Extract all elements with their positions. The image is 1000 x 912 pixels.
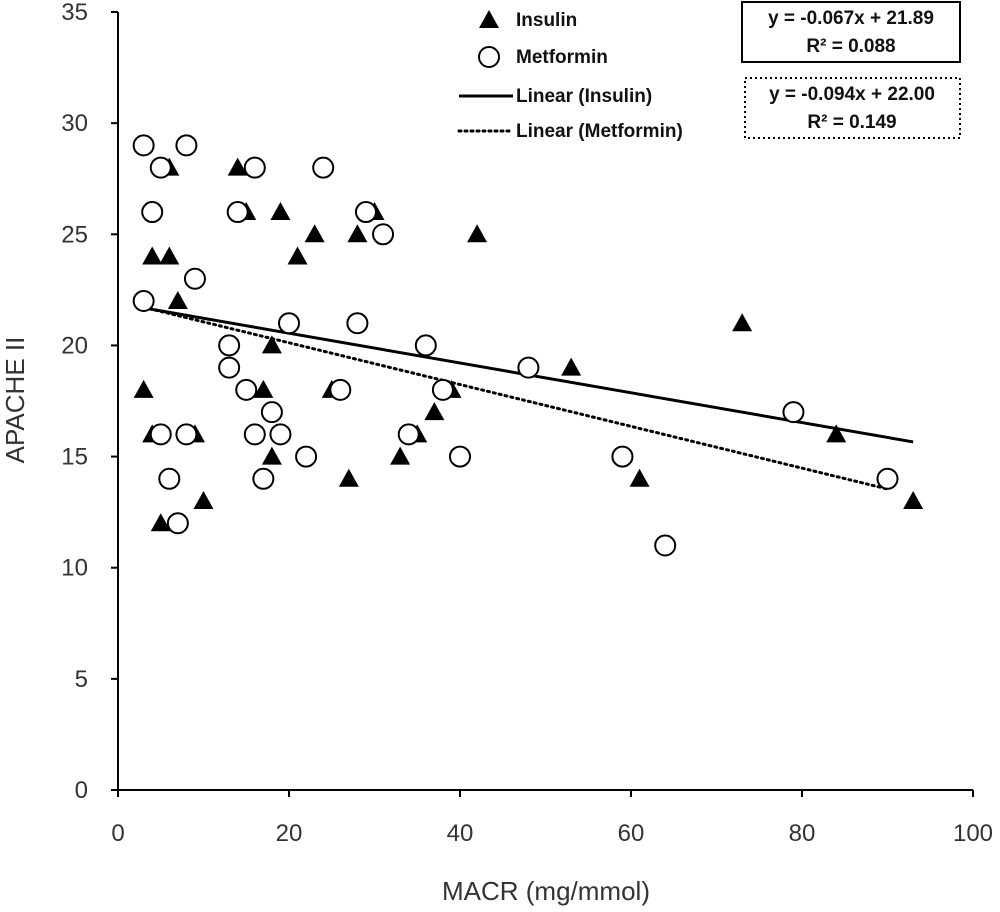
metformin-point <box>235 378 258 401</box>
x-tick-label: 0 <box>111 820 124 847</box>
equation-box-insulin-frame <box>741 1 961 63</box>
metformin-point <box>782 401 805 424</box>
insulin-point <box>338 468 359 487</box>
metformin-point <box>372 223 395 246</box>
metformin-point <box>175 134 198 157</box>
metformin-point <box>243 423 266 446</box>
insulin-point <box>903 491 924 510</box>
y-tick-label: 20 <box>61 332 88 359</box>
x-tick-label: 20 <box>276 820 303 847</box>
y-tick-label: 15 <box>61 444 88 471</box>
legend-label-linear-metformin: Linear (Metformin) <box>516 121 683 142</box>
equation-box-metformin-frame <box>744 77 961 139</box>
insulin-point <box>390 446 411 465</box>
insulin-point <box>732 313 753 332</box>
metformin-point <box>329 378 352 401</box>
metformin-point <box>269 423 292 446</box>
insulin-point <box>167 290 188 309</box>
metformin-point <box>517 356 540 379</box>
insulin-point <box>304 224 325 243</box>
metformin-point <box>312 156 335 179</box>
y-tick-label: 35 <box>61 0 88 26</box>
metformin-point <box>414 334 437 357</box>
trendline-metformin <box>142 305 889 491</box>
metformin-point <box>295 445 318 468</box>
y-axis-title: APACHE II <box>0 337 30 464</box>
insulin-point <box>159 246 180 265</box>
x-tick-label: 100 <box>953 820 993 847</box>
metformin-point <box>175 423 198 446</box>
insulin-point <box>150 513 171 532</box>
r2-metformin: R² = 0.149 <box>807 112 896 133</box>
metformin-point <box>132 289 155 312</box>
insulin-point <box>424 402 445 421</box>
insulin-point <box>142 246 163 265</box>
insulin-point <box>629 468 650 487</box>
legend-label-metformin: Metformin <box>516 47 608 68</box>
y-tick-label: 25 <box>61 221 88 248</box>
equation-box-insulin: y = -0.067x + 21.89 R² = 0.088 <box>741 1 961 63</box>
metformin-point <box>278 312 300 335</box>
insulin-point <box>261 335 282 354</box>
legend-marker-insulin <box>479 10 499 28</box>
metformin-point <box>346 312 369 335</box>
metformin-point <box>183 267 206 290</box>
insulin-point <box>467 224 488 243</box>
y-tick-label: 30 <box>61 110 88 137</box>
trendlines <box>142 305 914 491</box>
metformin-point <box>149 156 172 179</box>
insulin-point <box>193 491 214 510</box>
x-tick-label: 80 <box>789 820 816 847</box>
x-tick-label: 60 <box>618 820 645 847</box>
legend-marker-metformin <box>478 46 500 68</box>
x-tick-label: 40 <box>447 820 474 847</box>
metformin-point <box>141 201 164 224</box>
legend-label-linear-insulin: Linear (Insulin) <box>516 86 652 107</box>
metformin-point <box>260 401 283 424</box>
x-axis-title: MACR (mg/mmol) <box>442 876 650 906</box>
metformin-point <box>218 356 241 379</box>
metformin-point <box>158 467 181 490</box>
metformin-point <box>397 423 420 446</box>
insulin-point <box>826 424 847 443</box>
equation-insulin: y = -0.067x + 21.89 <box>768 8 934 29</box>
metformin-point <box>449 445 471 468</box>
metformin-point <box>149 423 172 446</box>
metformin-point <box>654 534 677 557</box>
y-tick-label: 0 <box>75 777 88 804</box>
y-tick-label: 10 <box>61 555 88 582</box>
insulin-point <box>261 446 282 465</box>
data-points <box>132 134 924 557</box>
metformin-point <box>218 334 241 357</box>
insulin-point <box>133 379 154 398</box>
metformin-point <box>243 156 266 179</box>
r2-insulin: R² = 0.088 <box>806 36 895 57</box>
y-tick-label: 5 <box>75 666 88 693</box>
metformin-point <box>354 201 377 224</box>
insulin-point <box>270 202 291 221</box>
axes: 0 5 10 15 20 25 30 35 0 20 40 60 80 100 <box>61 0 993 847</box>
insulin-point <box>561 357 582 376</box>
metformin-point <box>226 201 249 224</box>
legend: Insulin Metformin Linear (Insulin) Linear (… <box>457 10 683 142</box>
equation-metformin: y = -0.094x + 22.00 <box>769 84 935 105</box>
insulin-point <box>227 157 248 176</box>
metformin-point <box>166 512 189 535</box>
metformin-point <box>431 378 454 401</box>
insulin-point <box>287 246 308 265</box>
metformin-point <box>611 445 634 468</box>
metformin-point <box>252 467 275 490</box>
insulin-point <box>253 379 274 398</box>
insulin-point <box>347 224 368 243</box>
legend-label-insulin: Insulin <box>516 10 577 31</box>
metformin-point <box>876 467 899 490</box>
metformin-point <box>132 134 155 157</box>
equation-box-metformin: y = -0.094x + 22.00 R² = 0.149 <box>744 77 961 139</box>
